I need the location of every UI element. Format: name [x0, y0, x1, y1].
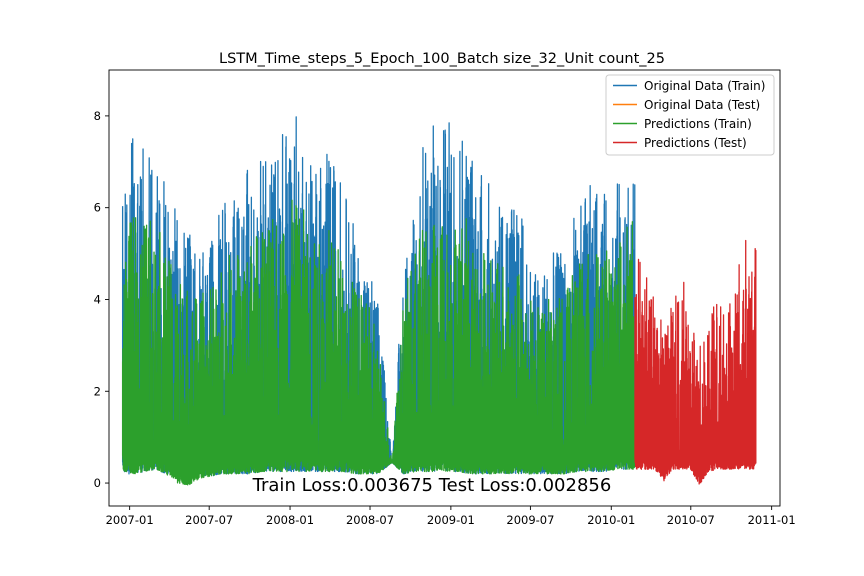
legend-entry: Predictions (Test)	[613, 136, 747, 150]
series-layer	[121, 116, 757, 486]
x-tick-label: 2007-07	[185, 513, 233, 527]
x-tick-label: 2011-01	[748, 513, 796, 527]
legend-label: Original Data (Test)	[644, 98, 760, 112]
legend-entry: Original Data (Train)	[613, 79, 765, 93]
legend-entry: Original Data (Test)	[613, 98, 760, 112]
x-tick-label: 2007-01	[106, 513, 154, 527]
legend: Original Data (Train) Original Data (Tes…	[605, 74, 775, 156]
x-tick-label: 2008-01	[266, 513, 314, 527]
legend-label: Predictions (Train)	[644, 117, 752, 131]
plot-frame	[108, 69, 781, 507]
x-tick-label: 2010-07	[667, 513, 715, 527]
legend-box	[605, 74, 775, 156]
y-tick-label: 2	[94, 384, 101, 398]
x-tick-label: 2009-07	[506, 513, 554, 527]
y-tick-label: 6	[94, 201, 101, 215]
series-line-predictions-train	[121, 199, 636, 486]
series-2-group	[121, 199, 636, 486]
chart-title: LSTM_Time_steps_5_Epoch_100_Batch size_3…	[219, 51, 665, 67]
legend-entry: Predictions (Train)	[613, 117, 752, 131]
x-axis: 2007-01 2007-07 2008-01 2008-07 2009-01 2009-…	[106, 506, 796, 527]
legend-label: Original Data (Train)	[644, 79, 765, 93]
x-tick-label: 2009-01	[427, 513, 475, 527]
x-tick-label: 2010-01	[587, 513, 635, 527]
y-tick-label: 8	[94, 109, 101, 123]
x-tick-label: 2008-07	[346, 513, 394, 527]
y-tick-label: 0	[94, 476, 101, 490]
series-3-group	[634, 239, 757, 485]
y-tick-label: 4	[94, 292, 101, 306]
loss-annotation: Train Loss:0.003675 Test Loss:0.002856	[252, 475, 612, 496]
series-line-predictions-test	[634, 239, 757, 485]
y-axis: 0 2 4 6 8	[94, 109, 109, 490]
legend-label: Predictions (Test)	[644, 136, 747, 150]
